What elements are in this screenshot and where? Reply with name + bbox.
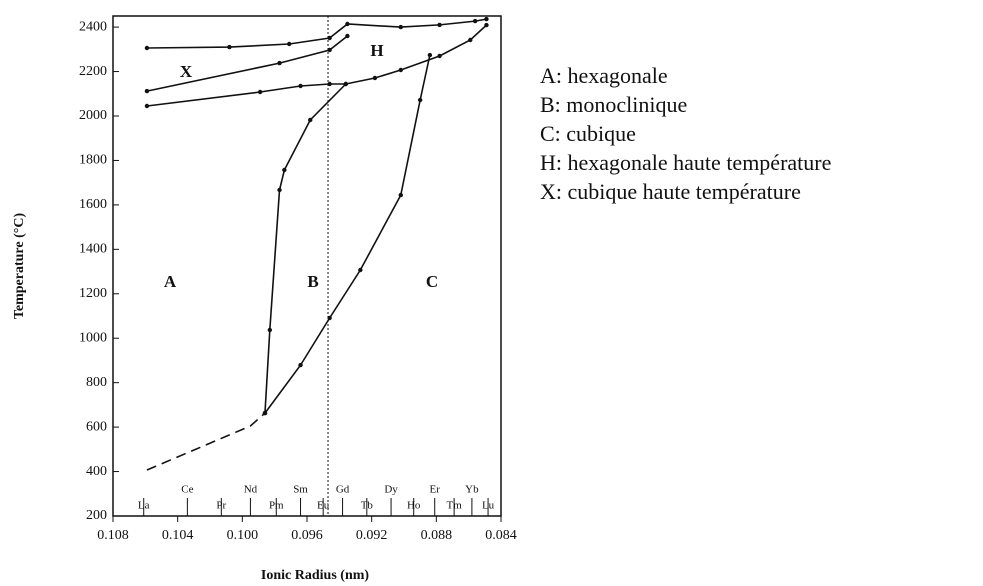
data-point	[417, 97, 423, 103]
data-point	[358, 267, 363, 273]
data-point	[398, 192, 403, 198]
y-tick-label: 1400	[79, 242, 107, 257]
y-tick-label: 2200	[79, 64, 107, 79]
phase-boundary	[146, 18, 487, 49]
data-point	[298, 83, 303, 89]
legend-text: B: monoclinique	[540, 92, 687, 117]
data-point	[437, 53, 442, 59]
data-point	[277, 187, 282, 193]
y-tick-label: 200	[86, 508, 107, 523]
phase-boundary	[264, 83, 347, 414]
data-point	[144, 103, 150, 109]
x-tick-label: 0.092	[356, 528, 388, 543]
phase-boundary	[264, 54, 431, 414]
phase-boundary	[146, 412, 266, 471]
data-point	[345, 33, 350, 39]
y-axis-label: Temperature (°C)	[12, 213, 27, 320]
region-label: B	[307, 272, 318, 291]
y-tick-label: 1000	[79, 330, 107, 345]
data-point	[144, 45, 150, 51]
element-label: Nd	[244, 484, 258, 496]
x-tick-label: 0.100	[227, 528, 259, 543]
data-point	[472, 18, 478, 24]
y-tick-label: 600	[86, 419, 107, 434]
data-point	[267, 327, 273, 333]
data-point	[398, 67, 403, 73]
data-point	[298, 362, 303, 368]
element-label: Ce	[181, 484, 193, 496]
element-label: Eu	[317, 500, 330, 512]
region-label: X	[180, 62, 193, 81]
data-point	[144, 88, 150, 94]
y-tick-label: 2400	[79, 19, 107, 34]
data-point	[468, 37, 473, 43]
element-label: Dy	[384, 484, 398, 496]
legend-text: X: cubique haute température	[540, 179, 801, 204]
element-label: Er	[430, 484, 441, 496]
data-point	[484, 16, 489, 22]
plot-frame	[112, 15, 502, 517]
data-point	[437, 22, 442, 28]
y-tick-label: 1600	[79, 197, 107, 212]
region-label: H	[370, 41, 383, 60]
data-point	[427, 52, 433, 58]
element-label: Ho	[407, 500, 421, 512]
y-tick-label: 2000	[79, 108, 107, 123]
element-label: Lu	[482, 500, 495, 512]
data-point	[345, 21, 350, 27]
y-tick-label: 1200	[79, 286, 107, 301]
element-label: Gd	[336, 484, 350, 496]
y-tick-label: 800	[86, 375, 107, 390]
data-point	[287, 41, 292, 47]
x-tick-label: 0.104	[162, 528, 194, 543]
data-point	[343, 81, 348, 87]
data-point	[327, 81, 332, 87]
data-point	[484, 22, 489, 28]
region-label: A	[164, 272, 177, 291]
element-label: La	[138, 500, 150, 512]
x-axis-label: Ionic Radius (nm)	[261, 568, 369, 583]
x-tick-label: 0.108	[97, 528, 129, 543]
data-point	[262, 410, 268, 416]
element-label: Yb	[465, 484, 479, 496]
data-point	[308, 117, 313, 123]
element-label: Tb	[361, 500, 374, 512]
y-tick-label: 400	[86, 464, 107, 479]
data-point	[327, 315, 332, 321]
phase-boundary	[146, 24, 487, 107]
data-point	[327, 47, 332, 53]
x-tick-label: 0.084	[485, 528, 517, 543]
element-label: Tm	[446, 500, 462, 512]
legend-text: H: hexagonale haute température	[540, 150, 831, 175]
legend-text: A: hexagonale	[540, 63, 668, 88]
legend-text: C: cubique	[540, 121, 636, 146]
data-point	[227, 44, 232, 50]
data-point	[257, 89, 263, 95]
data-point	[372, 75, 378, 81]
data-point	[398, 24, 403, 30]
phase-boundary	[146, 35, 348, 92]
element-label: Sm	[293, 484, 308, 496]
y-tick-label: 1800	[79, 153, 107, 168]
data-point	[327, 35, 332, 41]
element-label: Pm	[269, 500, 284, 512]
x-tick-label: 0.088	[421, 528, 453, 543]
region-label: C	[426, 272, 438, 291]
x-tick-label: 0.096	[291, 528, 323, 543]
data-point	[282, 167, 287, 173]
data-point	[277, 60, 282, 66]
element-label: Pr	[216, 500, 226, 512]
